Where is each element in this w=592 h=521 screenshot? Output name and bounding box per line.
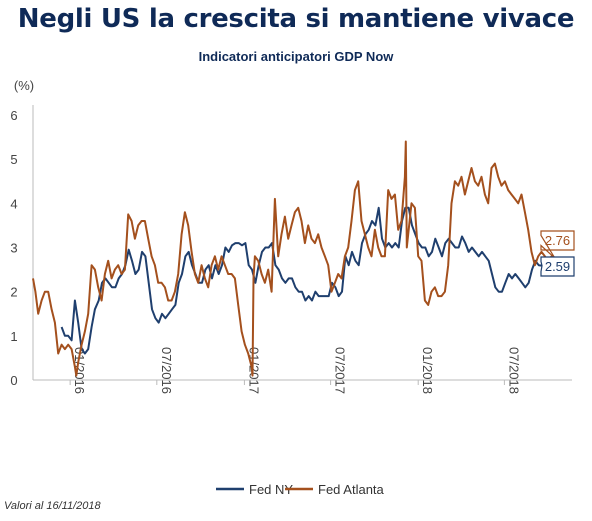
y-tick-label: 4 [10,196,17,211]
end-label-fed-ny: 2.59 [545,259,570,274]
y-tick-label: 1 [10,329,17,344]
x-tick-label: 07/2018 [506,347,521,394]
legend-label-fed-ny: Fed NY [249,482,293,497]
end-label-box-fed-ny [540,256,575,277]
footnote: Valori al 16/11/2018 [4,500,101,512]
chart-title: Negli US la crescita si mantiene vivace [17,4,575,34]
series-line-fed-atlanta [32,140,556,377]
x-ticks: 01/2016 07/2016 01/2017 07/2017 01/2018 07/20… [69,347,521,394]
chart-subtitle: Indicatori anticipatori GDP Now [198,49,394,64]
x-tick-label: 07/2016 [159,347,174,394]
y-tick-label: 0 [10,373,17,388]
chart-axes: (%) [14,78,572,381]
y-ticks: 0 1 2 3 4 5 6 [10,108,17,388]
y-tick-label: 6 [10,108,17,123]
x-tick-label: 07/2017 [333,347,348,394]
legend: Fed NY Fed Atlanta [216,482,385,497]
legend-label-fed-atlanta: Fed Atlanta [318,482,385,497]
y-tick-label: 3 [10,241,17,256]
series-line-fed-ny [60,206,543,355]
x-tick-label: 01/2018 [420,347,435,394]
end-labels: 2.76 2.59 [540,230,575,277]
end-label-box-fed-atlanta [540,230,575,259]
series-lines [32,140,556,377]
end-label-fed-atlanta: 2.76 [545,233,570,248]
y-tick-label: 5 [10,152,17,167]
y-tick-label: 2 [10,285,17,300]
x-tick-label: 01/2016 [72,347,87,394]
y-axis-label: (%) [14,78,34,93]
